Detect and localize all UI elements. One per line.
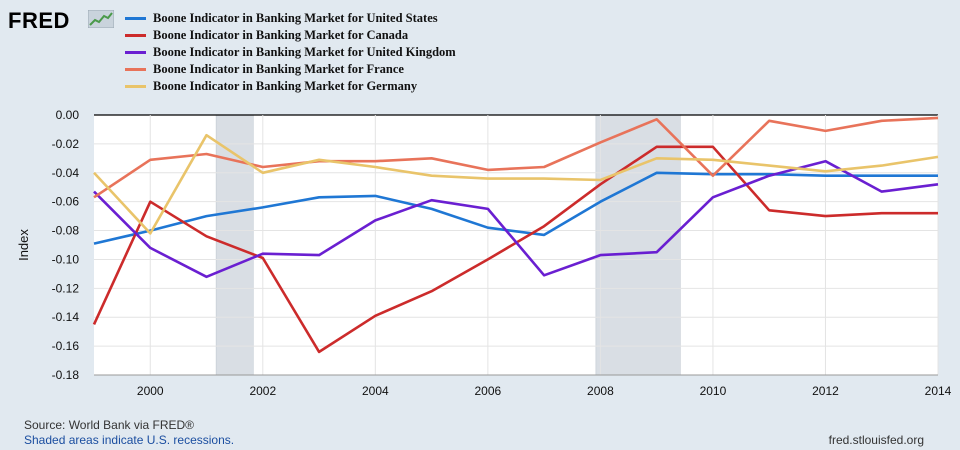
- x-tick-label: 2008: [587, 384, 614, 398]
- fred-logo-chart-icon: [88, 10, 114, 28]
- series-line-1: [93, 171, 938, 245]
- legend-item-3: Boone Indicator in Banking Market for Un…: [125, 44, 456, 61]
- y-tick-label: -0.18: [52, 368, 80, 382]
- legend-label: Boone Indicator in Banking Market for Un…: [153, 11, 438, 25]
- x-tick-label: 2000: [137, 384, 164, 398]
- source-note: Source: World Bank via FRED®: [24, 418, 195, 432]
- legend-label: Boone Indicator in Banking Market for Ge…: [153, 79, 418, 93]
- chart-legend: Boone Indicator in Banking Market for Un…: [125, 10, 456, 95]
- x-tick-label: 2002: [249, 384, 276, 398]
- legend-label: Boone Indicator in Banking Market for Fr…: [153, 62, 404, 76]
- recession-shade-2: [595, 114, 681, 376]
- y-tick-label: -0.14: [52, 310, 80, 324]
- legend-swatch: [125, 68, 146, 71]
- y-tick-label: -0.16: [52, 339, 80, 353]
- legend-swatch: [125, 17, 146, 20]
- site-url[interactable]: fred.stlouisfed.org: [828, 433, 924, 447]
- fred-logo[interactable]: FRED: [8, 8, 70, 33]
- line-chart: 0.00 -0.02 -0.04 -0.06 -0.08 -0.10 -0.12 -0.14 -…: [16, 108, 952, 398]
- x-tick-label: 2014: [925, 384, 952, 398]
- y-tick-label: -0.02: [52, 137, 80, 151]
- legend-item-5: Boone Indicator in Banking Market for Ge…: [125, 78, 456, 95]
- legend-swatch: [125, 85, 146, 88]
- series-line-5: [93, 133, 939, 235]
- y-tick-label: -0.12: [52, 281, 80, 295]
- legend-item-2: Boone Indicator in Banking Market for Ca…: [125, 27, 456, 44]
- series-line-4: [93, 116, 939, 199]
- y-tick-label: -0.10: [52, 252, 80, 266]
- legend-label: Boone Indicator in Banking Market for Ca…: [153, 28, 409, 42]
- x-tick-label: 2004: [362, 384, 389, 398]
- x-tick-label: 2012: [812, 384, 839, 398]
- x-tick-label: 2006: [475, 384, 502, 398]
- legend-item-4: Boone Indicator in Banking Market for Fr…: [125, 61, 456, 78]
- y-tick-label: -0.04: [52, 166, 80, 180]
- legend-item-1: Boone Indicator in Banking Market for Un…: [125, 10, 456, 27]
- recession-note[interactable]: Shaded areas indicate U.S. recessions.: [24, 433, 235, 447]
- legend-swatch: [125, 51, 146, 54]
- y-tick-label: -0.08: [52, 224, 80, 238]
- y-tick-label: 0.00: [56, 108, 80, 122]
- legend-swatch: [125, 34, 146, 37]
- y-tick-label: -0.06: [52, 195, 80, 209]
- legend-label: Boone Indicator in Banking Market for Un…: [153, 45, 456, 59]
- y-axis-title: Index: [16, 229, 31, 261]
- x-tick-label: 2010: [700, 384, 727, 398]
